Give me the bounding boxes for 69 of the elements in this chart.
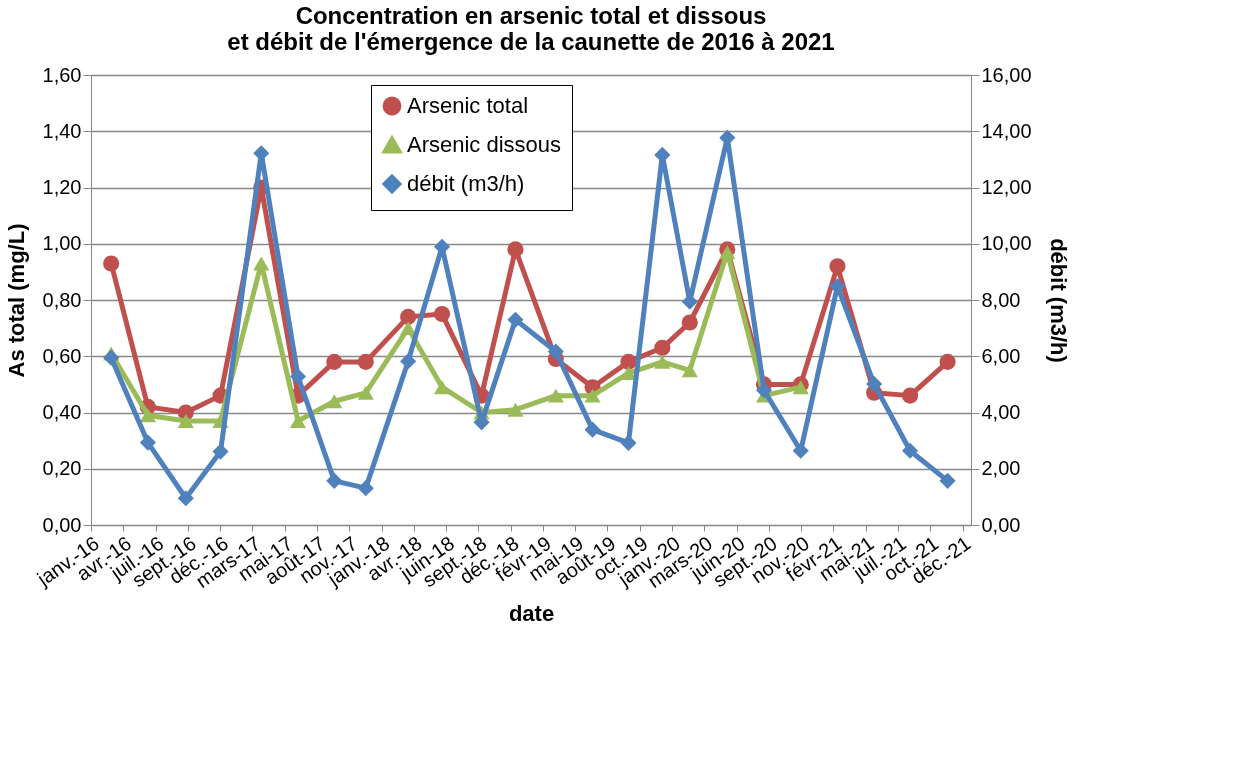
point — [433, 380, 451, 395]
point — [326, 353, 343, 370]
y2-axis-title: débit (m3/h) — [1045, 238, 1071, 363]
point — [253, 256, 270, 271]
point — [507, 402, 524, 417]
y-tick-label: 1,40 — [42, 119, 82, 142]
point — [902, 442, 919, 459]
point — [400, 308, 417, 325]
point — [620, 353, 637, 370]
y2-tick-label: 8,00 — [981, 288, 1021, 311]
y-tick-label: 1,00 — [42, 232, 82, 255]
point — [212, 443, 229, 460]
point — [507, 241, 524, 258]
point — [654, 146, 671, 163]
point — [177, 490, 194, 507]
point — [902, 387, 919, 404]
y2-tick-label: 10,00 — [981, 232, 1032, 255]
point — [681, 363, 698, 378]
legend-label: Arsenic dissous — [407, 132, 562, 157]
point — [433, 306, 451, 323]
point — [357, 353, 374, 370]
point — [719, 245, 736, 260]
y2-tick-label: 2,00 — [981, 457, 1021, 480]
y2-tick-label: 14,00 — [981, 119, 1032, 142]
y-axis-title: As total (mg/L) — [3, 223, 29, 378]
point — [939, 353, 956, 370]
point — [866, 376, 883, 393]
y2-tick-label: 16,00 — [981, 63, 1032, 86]
y2-tick-label: 6,00 — [981, 344, 1021, 367]
point — [584, 388, 601, 403]
point — [547, 388, 564, 403]
x-axis-title: date — [508, 600, 555, 626]
legend-label: débit (m3/h) — [407, 171, 525, 196]
point — [939, 472, 956, 489]
point — [400, 353, 417, 370]
point — [139, 408, 156, 423]
point — [620, 434, 637, 451]
point — [357, 480, 374, 497]
point — [681, 314, 698, 331]
point — [103, 349, 120, 366]
point — [326, 394, 343, 409]
point — [829, 258, 846, 275]
y-tick-label: 0,20 — [42, 457, 82, 480]
point — [139, 434, 156, 451]
point — [792, 442, 809, 459]
point — [507, 311, 524, 328]
point — [792, 380, 809, 395]
point — [177, 413, 194, 428]
legend-label: Arsenic total — [407, 93, 529, 118]
point — [654, 339, 671, 356]
y-tick-label: 1,60 — [42, 63, 82, 86]
point — [357, 385, 374, 400]
point — [547, 343, 564, 360]
y2-tick-label: 0,00 — [981, 513, 1021, 536]
point — [654, 354, 671, 369]
y-tick-label: 0,00 — [42, 513, 82, 536]
y2-tick-label: 12,00 — [981, 176, 1032, 198]
y-tick-label: 0,80 — [42, 288, 82, 311]
point — [755, 382, 773, 399]
y2-tick-label: 4,00 — [981, 401, 1021, 423]
point — [326, 472, 343, 489]
y-tick-label: 0,40 — [42, 401, 82, 423]
y-tick-label: 0,60 — [42, 344, 82, 367]
point — [103, 255, 120, 272]
y-tick-label: 1,20 — [42, 176, 82, 198]
point — [289, 368, 307, 385]
chart-title: Concentration en arsenic total et dissous et débit de l'émergence de la caunette de 2016 à 2021 — [227, 2, 835, 55]
point — [400, 321, 417, 336]
point — [584, 421, 601, 438]
